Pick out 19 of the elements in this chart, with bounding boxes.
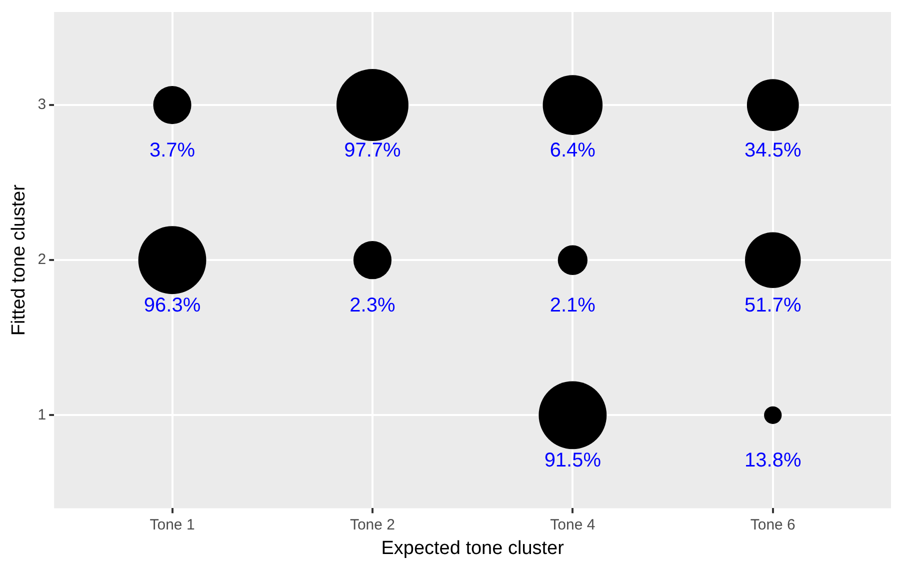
y-tick-label: 1	[38, 406, 46, 424]
y-axis-title: Fitted tone cluster	[8, 184, 30, 336]
annotation: 91.5%	[544, 450, 602, 472]
x-tick-label: Tone 1	[150, 516, 195, 534]
annotation: 34.5%	[744, 140, 802, 162]
y-tick-label: 3	[38, 96, 46, 114]
y-tick-label: 2	[38, 251, 46, 268]
annotation: 96.3%	[144, 294, 201, 317]
annotation: 97.7%	[344, 140, 402, 162]
x-tick-label: Tone 4	[550, 516, 596, 534]
x-tick-label: Tone 2	[350, 516, 395, 534]
annotation: 2.3%	[350, 294, 396, 317]
annotation: 6.4%	[550, 140, 596, 162]
annotation: 2.1%	[550, 294, 596, 317]
x-axis-title: Expected tone cluster	[381, 538, 565, 559]
annotation: 51.7%	[744, 294, 802, 317]
x-tick-label: Tone 6	[750, 516, 796, 534]
annotation: 3.7%	[149, 140, 196, 162]
annotation: 13.8%	[744, 450, 802, 472]
